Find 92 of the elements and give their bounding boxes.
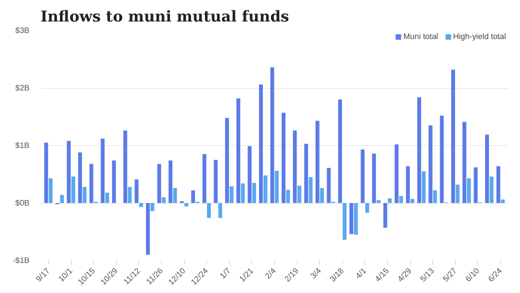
bar (71, 176, 76, 203)
bar (112, 160, 116, 203)
bar (264, 175, 268, 203)
bar (230, 186, 234, 203)
bar (399, 196, 404, 203)
x-tick-label: 1/7 (218, 266, 233, 281)
bar (440, 116, 444, 203)
bar (349, 203, 354, 234)
y-tick-label: $3B (15, 26, 30, 35)
bar (44, 142, 48, 203)
bar (282, 112, 286, 203)
bar (316, 120, 320, 203)
bar (274, 170, 279, 203)
x-tick-label: 6/10 (464, 266, 482, 284)
bar (168, 160, 172, 203)
legend-label: High-yield total (453, 32, 506, 41)
bar (422, 171, 426, 203)
bar (191, 190, 196, 203)
bar (202, 154, 206, 203)
bar (240, 183, 245, 203)
bar (417, 97, 422, 203)
x-tick-label: 2/4 (263, 266, 278, 281)
bar (214, 160, 218, 203)
bar (372, 154, 376, 203)
bar (365, 203, 370, 213)
x-tick-label: 5/13 (418, 266, 436, 284)
x-tick-label: 4/1 (354, 266, 369, 281)
bar (78, 152, 82, 203)
bar (157, 164, 162, 203)
bar (376, 200, 380, 203)
legend-label: Muni total (403, 32, 438, 41)
bar (184, 203, 188, 206)
bar (173, 188, 177, 203)
bar (462, 122, 466, 203)
bar (292, 130, 297, 203)
bar (485, 134, 489, 203)
bar (320, 188, 324, 203)
bar (496, 166, 500, 203)
x-tick-label: 10/1 (56, 266, 75, 284)
bar (428, 125, 432, 203)
x-tick-label: 4/15 (373, 266, 392, 284)
bar (451, 70, 456, 203)
bar (128, 186, 132, 203)
bar (308, 177, 313, 203)
bar (326, 168, 331, 203)
bar (82, 186, 87, 203)
bar (60, 194, 64, 203)
y-tick-label: $1B (15, 141, 30, 150)
bar (406, 166, 410, 203)
bar (467, 178, 471, 203)
bar (66, 140, 71, 203)
bar (410, 198, 414, 203)
bar (218, 203, 222, 218)
bar (236, 98, 240, 203)
bar (342, 203, 347, 240)
bar (490, 176, 494, 203)
bar (48, 178, 53, 203)
bar (286, 190, 290, 203)
bar (225, 118, 229, 203)
bar (100, 138, 105, 203)
bar (252, 182, 256, 203)
bar (433, 190, 437, 203)
bar (270, 67, 274, 203)
x-tick-label: 3/4 (308, 266, 324, 281)
bar (474, 167, 478, 203)
bar (304, 144, 308, 203)
bar (456, 184, 460, 203)
y-tick-label: $2B (15, 84, 30, 92)
x-tick-label: 4/29 (396, 266, 414, 284)
bar (146, 203, 150, 255)
bar (297, 186, 302, 203)
bar (383, 203, 388, 228)
bar (123, 130, 128, 203)
bar (89, 164, 94, 203)
bar (259, 84, 263, 203)
bar (248, 146, 252, 203)
bar (360, 150, 365, 203)
bar (354, 203, 358, 235)
bar (338, 100, 342, 203)
bar (134, 179, 139, 203)
bar (150, 203, 154, 212)
x-tick-label: 1/21 (238, 266, 256, 284)
x-tick-label: 3/18 (328, 266, 346, 284)
bar (500, 200, 505, 203)
y-tick-label: $0B (15, 198, 30, 208)
bar (394, 144, 399, 203)
bar (105, 192, 110, 203)
chart-title: Inflows to muni mutual funds (40, 8, 290, 26)
bar (139, 203, 144, 208)
y-tick-label: -$1B (12, 256, 30, 265)
bar (207, 203, 211, 218)
x-tick-label: 6/24 (486, 266, 504, 284)
